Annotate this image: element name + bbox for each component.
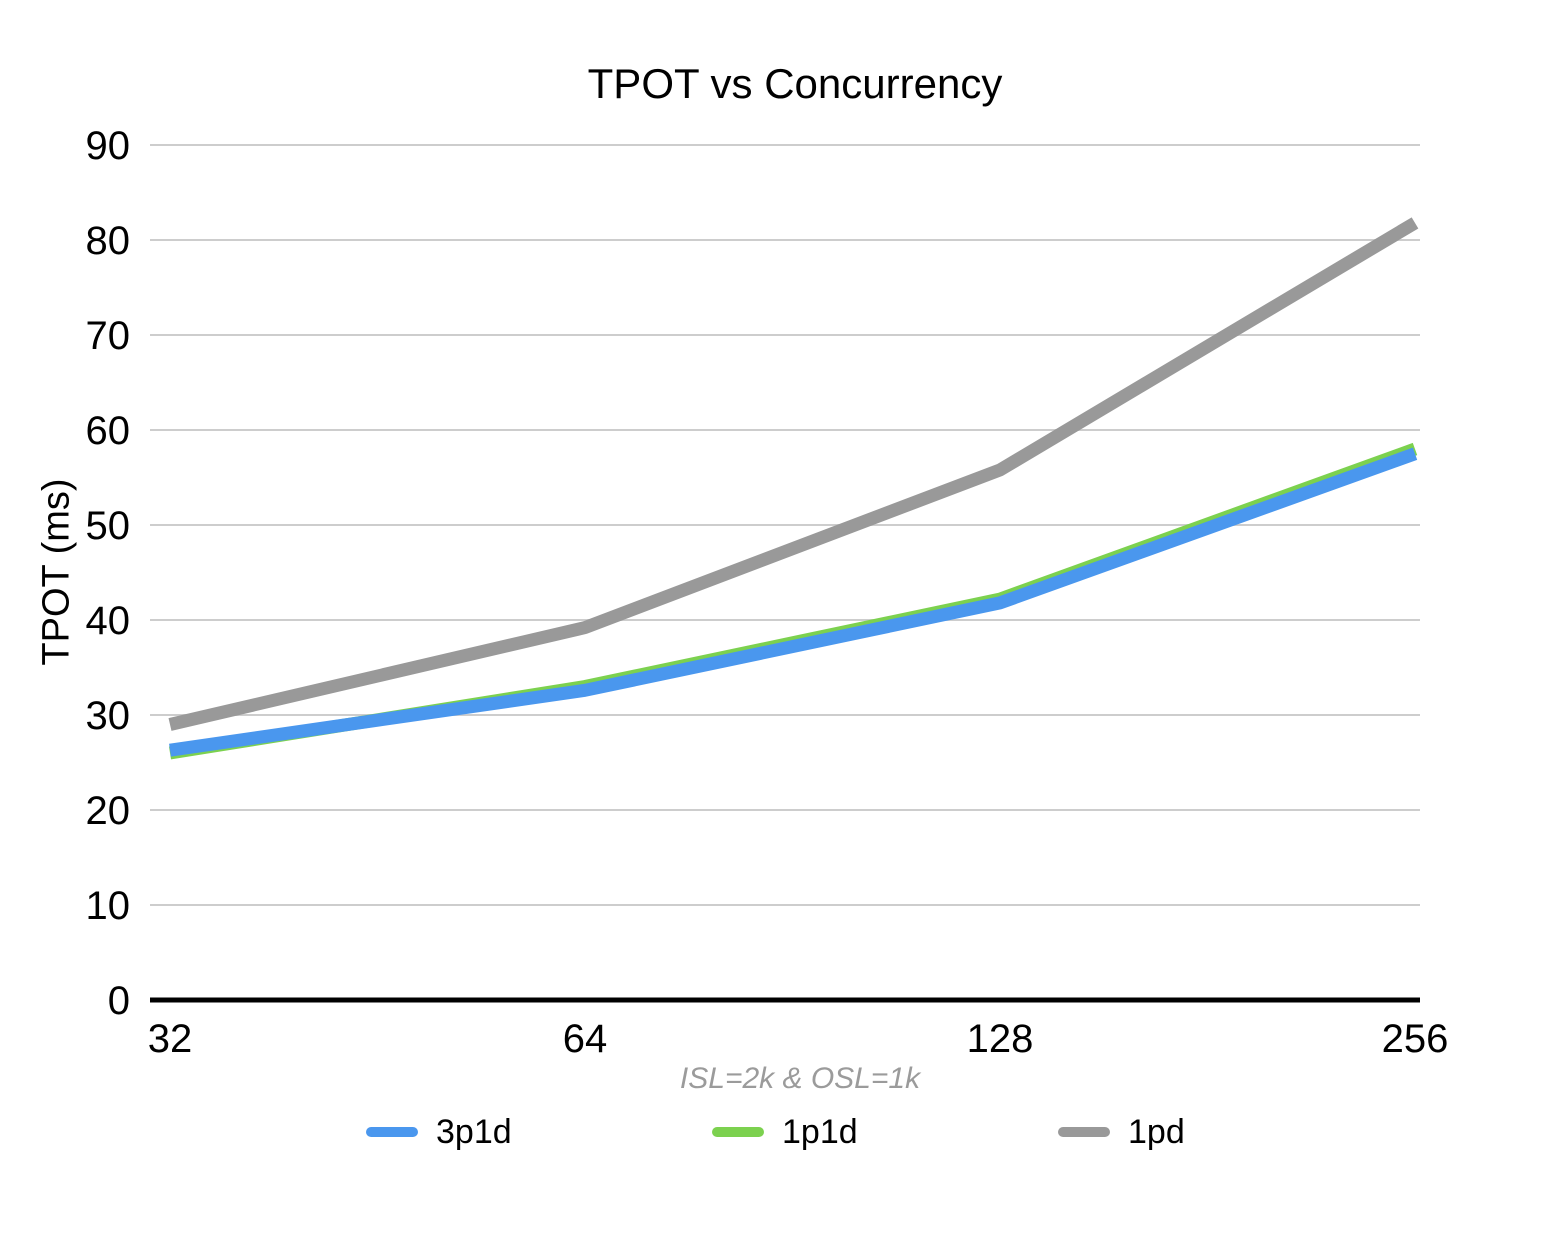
legend-swatch-3p1d [366,1127,418,1137]
x-tick-label: 32 [148,1017,193,1061]
y-tick-label: 90 [86,124,131,168]
y-tick-label: 70 [86,314,131,358]
series-line-1pd [168,217,1419,731]
y-tick-label: 30 [86,694,131,738]
x-axis-subtitle: ISL=2k & OSL=1k [679,1062,921,1095]
legend-swatch-1p1d [712,1127,764,1137]
y-tick-label: 40 [86,599,131,643]
y-tick-label: 20 [86,789,131,833]
series-line-1p1d [168,442,1418,760]
legend-item-1pd: 1pd [1058,1108,1185,1156]
x-tick-label: 128 [967,1017,1034,1061]
series-line-3p1d [169,447,1418,757]
y-tick-label: 60 [86,409,131,453]
x-tick-label: 256 [1382,1017,1449,1061]
chart-title: TPOT vs Concurrency [587,60,1003,107]
legend-label-3p1d: 3p1d [436,1113,512,1151]
y-tick-label: 80 [86,219,131,263]
legend-label-1p1d: 1p1d [782,1113,858,1151]
x-tick-label: 64 [563,1017,608,1061]
legend: 3p1d 1p1d 1pd [0,1108,1560,1156]
legend-item-1p1d: 1p1d [712,1108,858,1156]
legend-swatch-1pd [1058,1127,1110,1137]
legend-label-1pd: 1pd [1128,1113,1185,1151]
legend-item-3p1d: 3p1d [366,1108,512,1156]
y-tick-label: 0 [108,979,130,1023]
y-tick-label: 10 [86,884,131,928]
y-tick-label: 50 [86,504,131,548]
